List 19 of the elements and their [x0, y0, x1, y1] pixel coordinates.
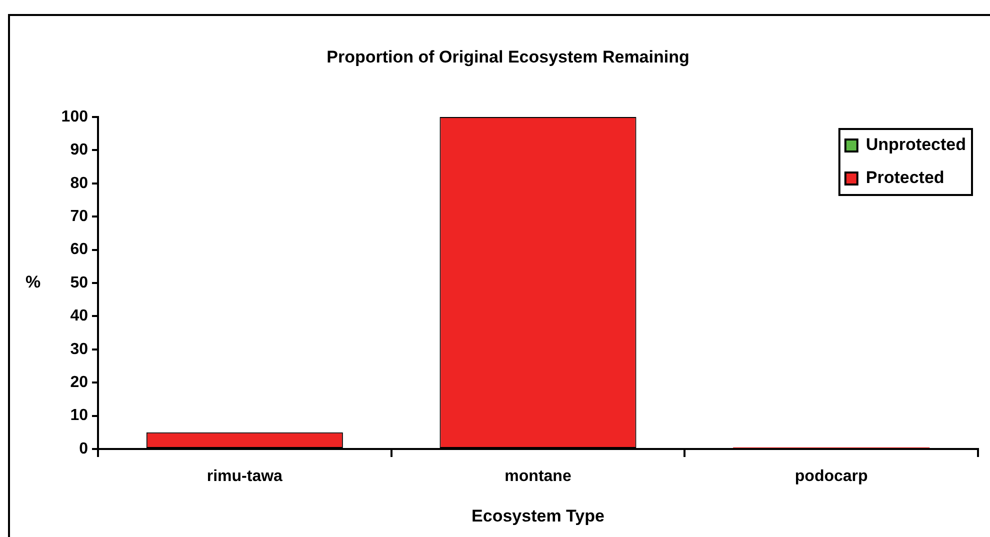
y-axis-title: %: [25, 272, 41, 292]
y-tick-label: 70: [70, 208, 88, 226]
legend-label: Protected: [866, 168, 944, 188]
x-axis-title: Ecosystem Type: [472, 506, 604, 526]
y-tick-label: 100: [61, 108, 88, 126]
legend-label: Unprotected: [866, 135, 966, 154]
x-tick-label: montane: [504, 468, 572, 486]
y-tick-label: 80: [70, 174, 88, 192]
y-tick-label: 0: [79, 440, 88, 458]
y-tick-label: 60: [70, 241, 88, 258]
y-tick-label: 50: [70, 274, 88, 292]
y-tick-label: 10: [70, 407, 88, 424]
x-tick-label: podocarp: [794, 468, 868, 486]
chart-title: Proportion of Original Ecosystem Remaining: [326, 48, 690, 67]
y-tick-label: 30: [70, 340, 88, 358]
y-tick-label: 20: [70, 374, 88, 392]
x-tick-label: rimu-tawa: [206, 468, 283, 486]
y-tick-label: 40: [70, 308, 88, 325]
y-tick-label: 90: [70, 142, 88, 159]
